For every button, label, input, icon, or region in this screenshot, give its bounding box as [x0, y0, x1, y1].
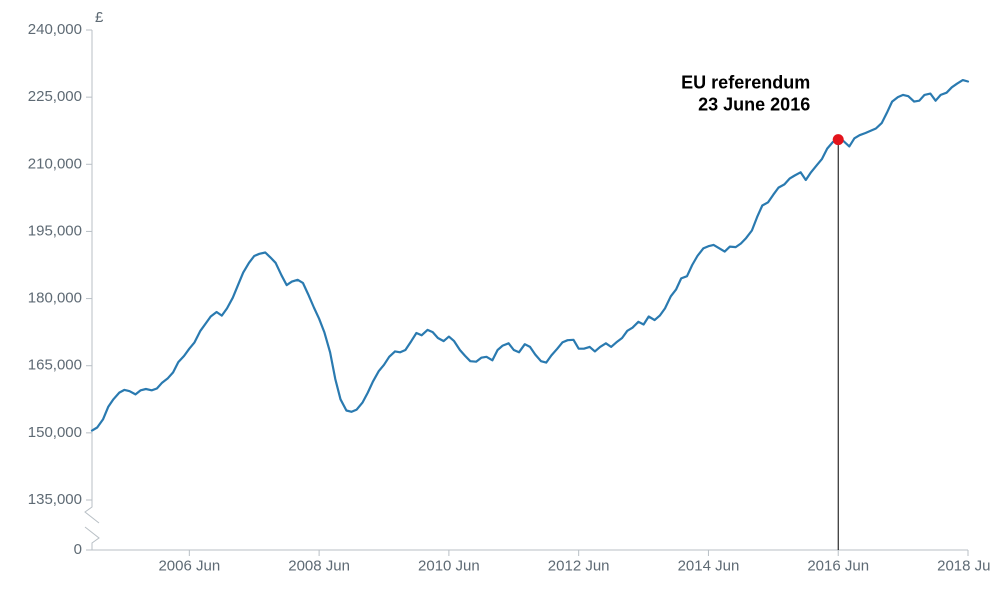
y-tick-label: 150,000: [28, 424, 82, 441]
y-tick-label: 195,000: [28, 222, 82, 239]
annotation-text: 23 June 2016: [698, 94, 810, 114]
line-chart: 0 135,000 150,000 165,000 180,000 195,000 210,…: [0, 0, 990, 593]
chart-container: 0 135,000 150,000 165,000 180,000 195,000 210,…: [0, 0, 990, 593]
y-tick-label: 180,000: [28, 290, 82, 307]
data-line: [92, 80, 968, 431]
x-tick-label: 2006 Jun: [158, 557, 220, 574]
y-axis: [85, 30, 99, 550]
x-tick-label: 2018 Jun: [937, 557, 990, 574]
y-tick-label: 165,000: [28, 357, 82, 374]
annotation-text: EU referendum: [681, 72, 810, 92]
x-tick-label: 2012 Jun: [548, 557, 610, 574]
x-tick-label: 2016 Jun: [807, 557, 869, 574]
y-tick-label: 210,000: [28, 155, 82, 172]
annotation-dot: [833, 134, 844, 145]
y-tick-label: 135,000: [28, 491, 82, 508]
y-tick-label: 0: [74, 541, 82, 558]
y-tick-label: 225,000: [28, 88, 82, 105]
x-tick-label: 2014 Jun: [678, 557, 740, 574]
y-tick-label: 240,000: [28, 21, 82, 38]
x-tick-label: 2010 Jun: [418, 557, 480, 574]
currency-label: £: [95, 9, 104, 26]
x-tick-label: 2008 Jun: [288, 557, 350, 574]
